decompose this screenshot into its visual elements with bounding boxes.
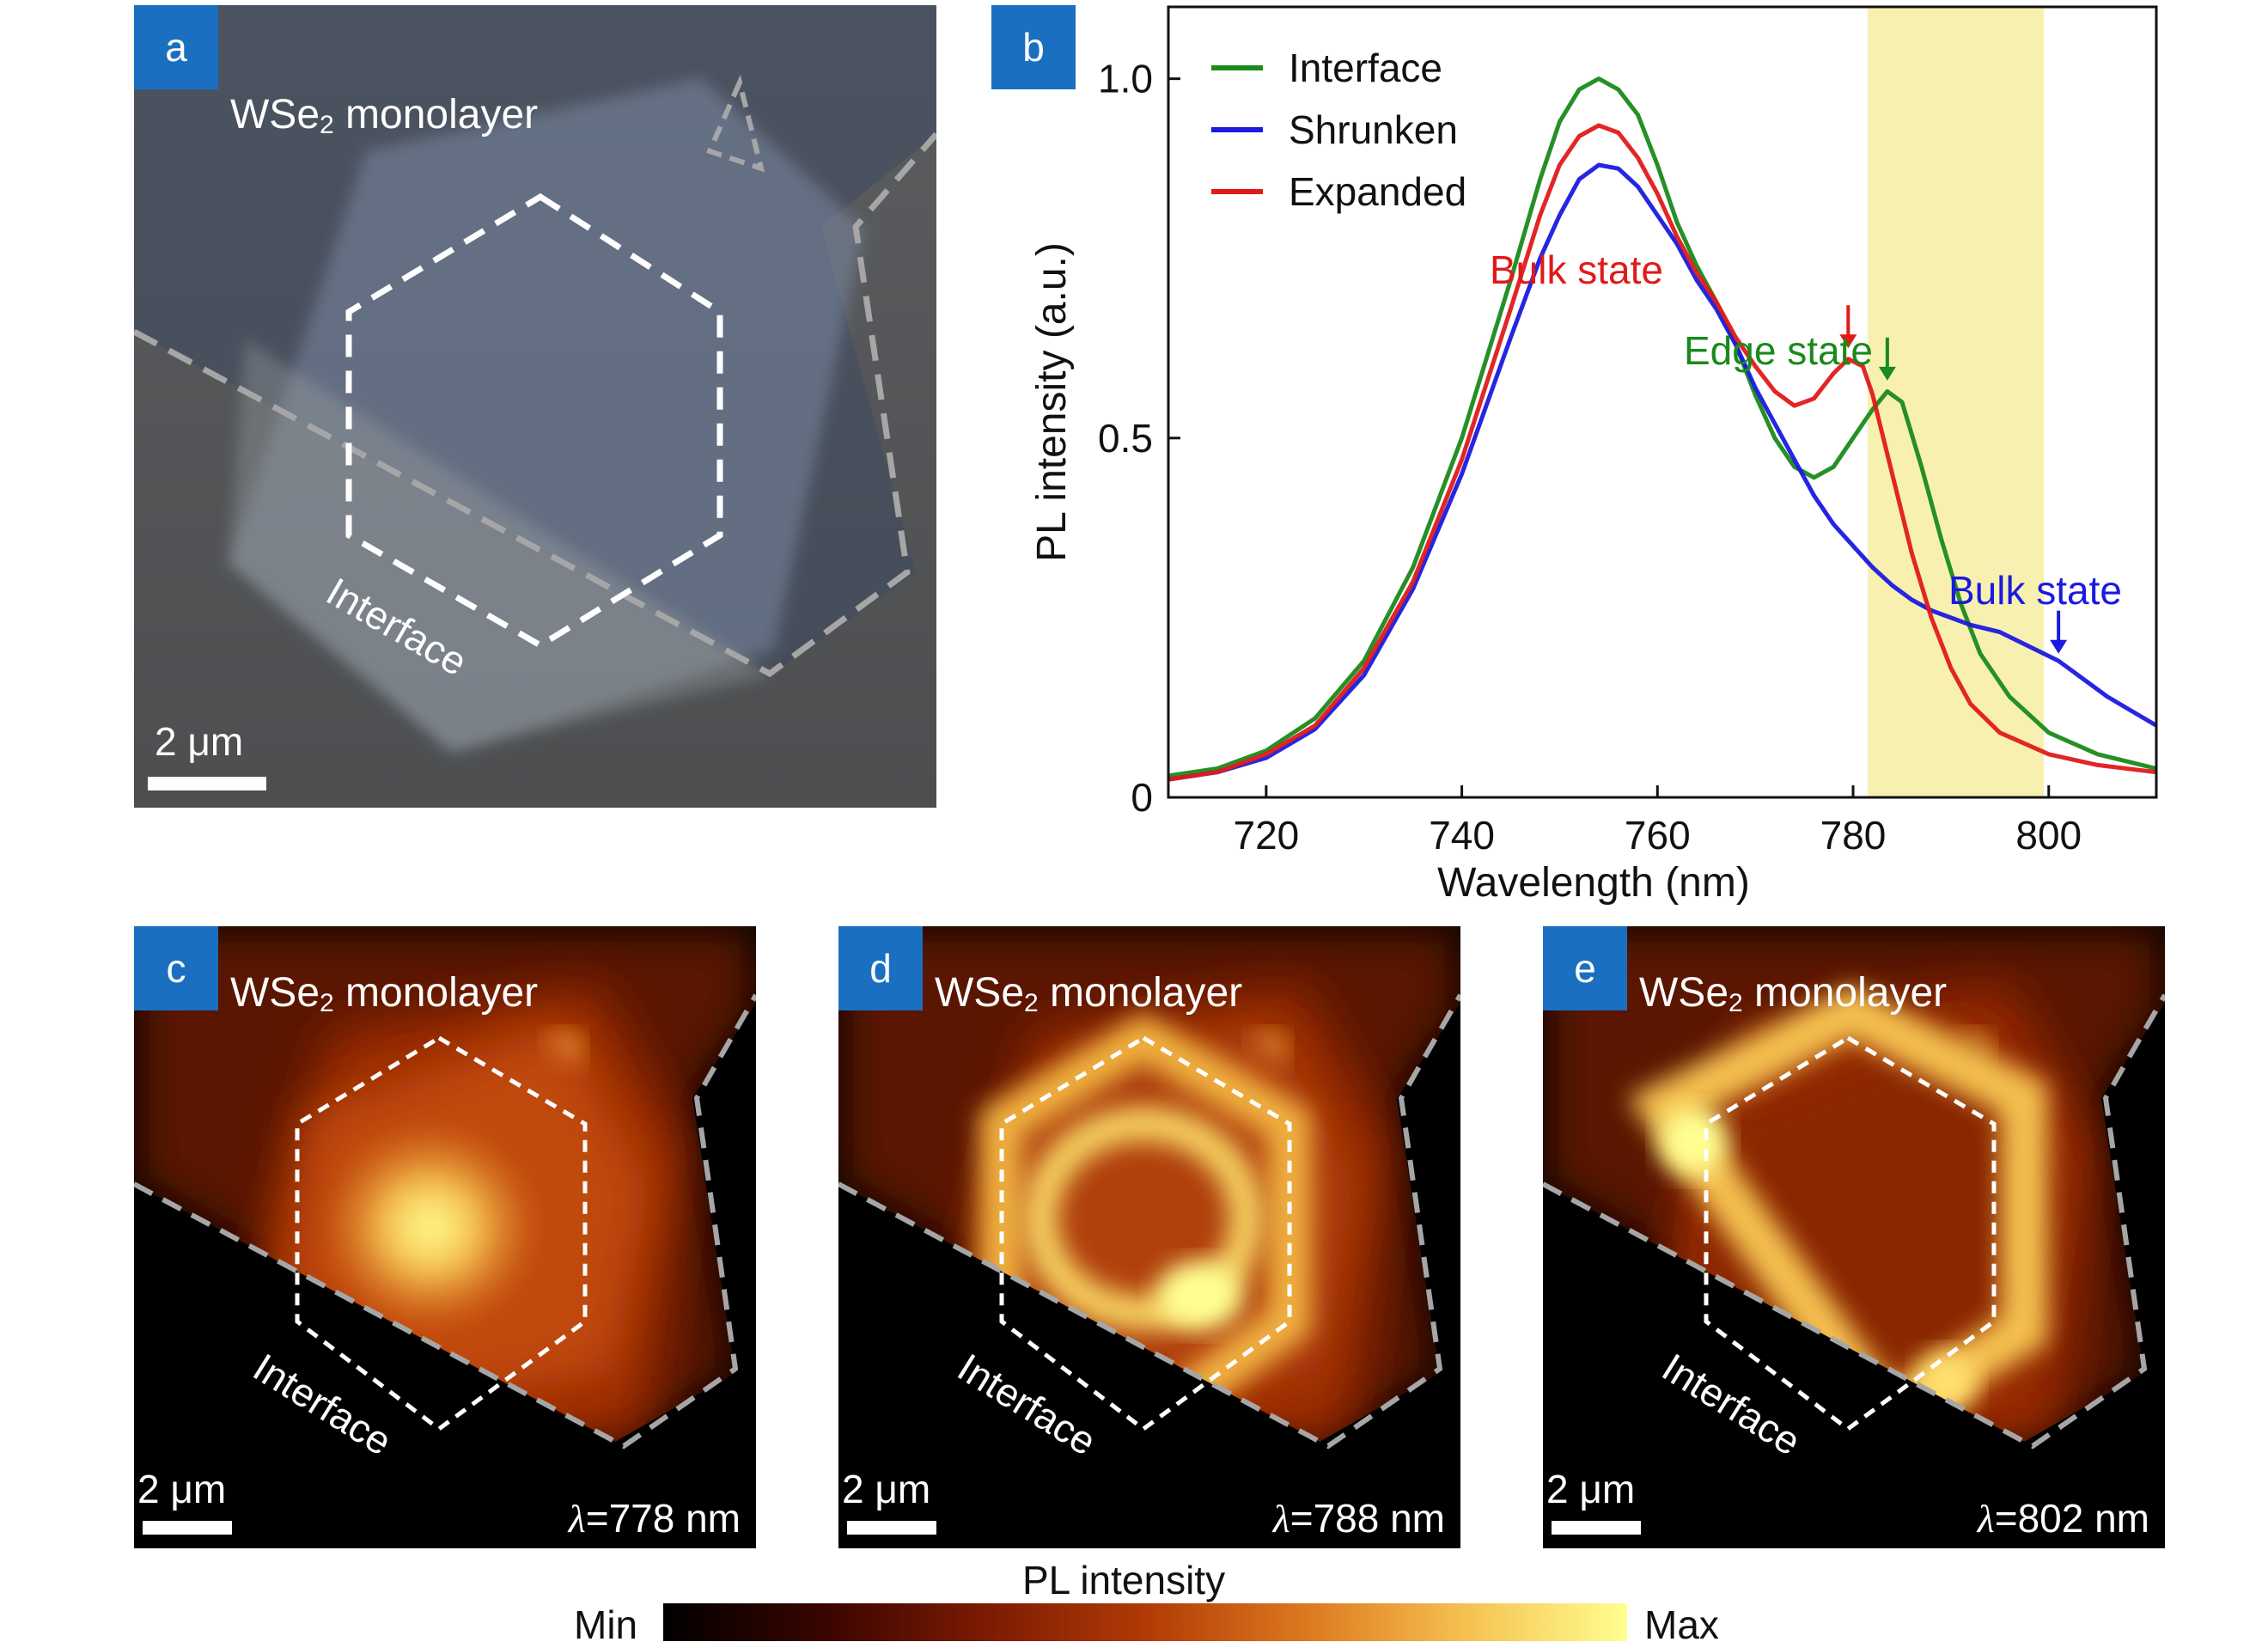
legend-label-expanded: Expanded (1289, 169, 1466, 214)
legend-label-shrunken: Shrunken (1289, 107, 1458, 152)
y-tick-label: 0 (1131, 775, 1153, 820)
interface-boundary (838, 993, 1460, 1450)
small-flake-outline (705, 74, 765, 173)
panel-e-wavelength: λ=802 nm (1977, 1496, 2149, 1541)
interface-boundary (1543, 993, 2165, 1450)
panel-e-scale-label: 2 μm (1546, 1467, 1636, 1511)
annotation-arrowhead (1878, 366, 1896, 381)
interface-boundary (134, 131, 936, 678)
pl-map-d (838, 926, 1460, 1548)
panel-c-wavelength: λ=778 nm (568, 1496, 741, 1541)
panel-d-scale-label: 2 μm (842, 1467, 931, 1511)
x-tick-label: 800 (2015, 813, 2082, 858)
panel-b-tag: b (991, 5, 1076, 89)
panel-e: e WSe2 monolayer Interface 2 μm λ=802 nm (1543, 926, 2165, 1548)
pl-map-e (1543, 926, 2165, 1548)
series-line-shrunken (1168, 162, 2158, 782)
colorbar-min-label: Min (574, 1602, 638, 1647)
hexagon-outline (295, 1035, 588, 1432)
panel-d-wavelength: λ=788 nm (1272, 1496, 1445, 1541)
annotation-label: Edge state (1684, 328, 1873, 373)
annotation-arrowhead (1839, 334, 1857, 349)
panel-a-scale-bar (148, 777, 266, 790)
pl-map-c (134, 926, 756, 1548)
panel-e-scale-bar (1552, 1521, 1641, 1535)
x-tick-label: 780 (1820, 813, 1887, 858)
panel-a-scale-label: 2 μm (155, 719, 244, 764)
annotation-label: Bulk state (1490, 247, 1663, 292)
panel-a-title: WSe2 monolayer (230, 92, 539, 139)
panel-d-tag: d (838, 926, 923, 1010)
panel-c-scale-label: 2 μm (137, 1467, 227, 1511)
y-axis-label: PL intensity (a.u.) (1029, 242, 1075, 562)
annotation-arrowhead (2050, 639, 2068, 654)
panel-d: d WSe2 monolayer Interface 2 μm λ=788 nm (838, 926, 1460, 1548)
panel-c-tag: c (134, 926, 218, 1010)
y-tick-label: 0.5 (1098, 416, 1153, 461)
hexagon-outline (345, 192, 723, 650)
panel-c: c WSe2 monolayer Interface 2 μm λ=778 nm (134, 926, 756, 1548)
x-tick-label: 720 (1233, 813, 1299, 858)
colorbar-max-label: Max (1644, 1602, 1719, 1647)
panel-c-scale-bar (143, 1521, 232, 1535)
x-tick-label: 760 (1625, 813, 1691, 858)
colorbar-title: PL intensity (1022, 1558, 1226, 1602)
hexagon-outline (1704, 1035, 1997, 1432)
series-line-expanded (1168, 123, 2157, 782)
colorbar-gradient (663, 1603, 1627, 1641)
x-axis-label: Wavelength (nm) (1437, 860, 1750, 906)
panel-a-image (134, 5, 936, 808)
y-tick-label: 1.0 (1098, 57, 1153, 101)
panel-a: a WSe2 monolayer Interface 2 μm (134, 5, 936, 808)
panel-d-scale-bar (847, 1521, 936, 1535)
pl-spectrum-chart: 720 740 760 780 800 0 0.5 1.0 Wavelength (nm) PL … (1029, 5, 2158, 906)
panel-e-title: WSe2 monolayer (1639, 970, 1948, 1017)
panel-c-title: WSe2 monolayer (230, 970, 539, 1017)
highlight-band (1868, 7, 2045, 797)
x-tick-label: 740 (1429, 813, 1495, 858)
legend-label-interface: Interface (1289, 46, 1442, 90)
interface-boundary (134, 993, 756, 1450)
hexagon-outline (999, 1035, 1292, 1432)
panel-a-tag: a (134, 5, 218, 89)
panel-e-tag: e (1543, 926, 1627, 1010)
panel-d-title: WSe2 monolayer (935, 970, 1243, 1017)
annotation-label: Bulk state (1948, 568, 2122, 613)
plot-frame (1167, 5, 2158, 799)
panel-b: b 720 740 760 780 800 0 0.5 1.0 Wavelength (nm) P… (988, 0, 2268, 911)
